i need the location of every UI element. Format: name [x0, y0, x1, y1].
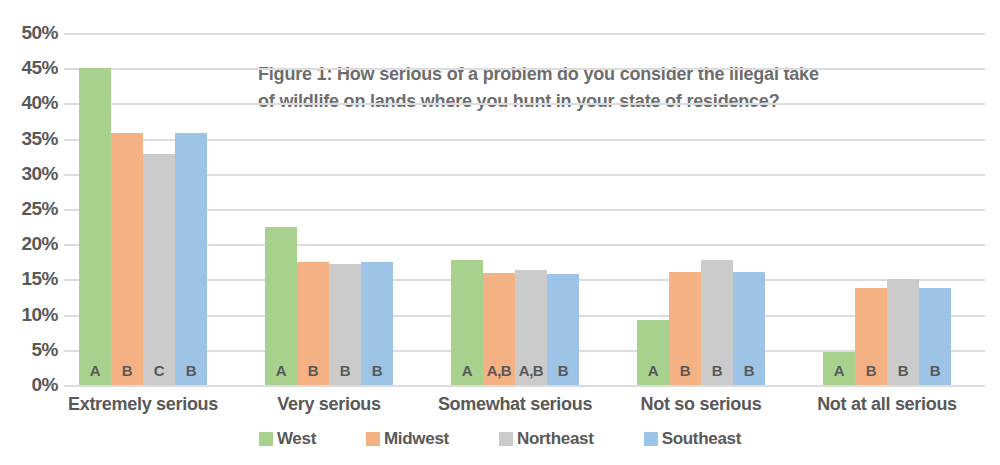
- y-axis-tick-label: 40%: [0, 93, 58, 113]
- bar-west: A: [265, 227, 297, 385]
- legend-label: Midwest: [384, 429, 449, 449]
- x-axis-category-label: Not so serious: [608, 394, 794, 415]
- bar-midwest: B: [669, 272, 701, 385]
- bar-midwest: B: [111, 133, 143, 385]
- bar-northeast: B: [701, 260, 733, 385]
- x-axis-category-label: Very serious: [236, 394, 422, 415]
- bar-west: A: [451, 260, 483, 385]
- bar-midwest: A,B: [483, 273, 515, 385]
- significance-letter: B: [547, 362, 579, 379]
- y-axis-tick-label: 45%: [0, 58, 58, 78]
- legend-label: Southeast: [662, 429, 741, 449]
- significance-letter: B: [329, 362, 361, 379]
- significance-letter: B: [111, 362, 143, 379]
- legend-swatch-icon: [499, 432, 513, 446]
- bar-southeast: B: [733, 272, 765, 385]
- bar-group-somewhat-serious: AA,BA,BB: [451, 33, 579, 385]
- y-axis-tick-label: 30%: [0, 164, 58, 184]
- significance-letter: B: [361, 362, 393, 379]
- legend-swatch-icon: [644, 432, 658, 446]
- significance-letter: A,B: [483, 362, 515, 379]
- significance-letter: B: [701, 362, 733, 379]
- legend-label: West: [277, 429, 316, 449]
- y-axis-tick-label: 35%: [0, 129, 58, 149]
- bar-midwest: B: [855, 288, 887, 385]
- bar-southeast: B: [361, 262, 393, 385]
- significance-letter: B: [855, 362, 887, 379]
- significance-letter: B: [733, 362, 765, 379]
- significance-letter: A: [823, 362, 855, 379]
- x-axis-category-label: Somewhat serious: [422, 394, 608, 415]
- bar-southeast: B: [547, 274, 579, 385]
- y-axis-tick-label: 5%: [0, 340, 58, 360]
- legend: West Midwest Northeast Southeast: [0, 429, 1000, 449]
- y-axis-tick-label: 25%: [0, 199, 58, 219]
- significance-letter: A,B: [515, 362, 547, 379]
- legend-item-midwest: Midwest: [366, 429, 449, 449]
- legend-item-northeast: Northeast: [499, 429, 594, 449]
- bar-group-extremely-serious: ABCB: [79, 33, 207, 385]
- significance-letter: A: [79, 362, 111, 379]
- y-axis-tick-label: 15%: [0, 269, 58, 289]
- bar-northeast: B: [887, 279, 919, 385]
- significance-letter: B: [887, 362, 919, 379]
- x-axis-category-label: Not at all serious: [794, 394, 980, 415]
- bar-west: A: [637, 320, 669, 385]
- significance-letter: B: [297, 362, 329, 379]
- bar-west: A: [79, 68, 111, 385]
- chart: Figure 1: How serious of a problem do yo…: [0, 0, 1000, 465]
- y-axis-tick-label: 20%: [0, 234, 58, 254]
- bar-northeast: A,B: [515, 270, 547, 385]
- legend-swatch-icon: [259, 432, 273, 446]
- legend-label: Northeast: [517, 429, 594, 449]
- bar-northeast: B: [329, 264, 361, 385]
- significance-letter: A: [265, 362, 297, 379]
- legend-item-west: West: [259, 429, 316, 449]
- bar-southeast: B: [175, 133, 207, 385]
- y-axis-tick-label: 0%: [0, 375, 58, 395]
- x-axis-category-label: Extremely serious: [50, 394, 236, 415]
- significance-letter: B: [175, 362, 207, 379]
- bar-northeast: C: [143, 154, 175, 385]
- gridline: [64, 385, 985, 387]
- bar-west: A: [823, 352, 855, 385]
- bar-midwest: B: [297, 262, 329, 385]
- legend-item-southeast: Southeast: [644, 429, 741, 449]
- significance-letter: A: [451, 362, 483, 379]
- bar-group-very-serious: ABBB: [265, 33, 393, 385]
- y-axis-tick-label: 10%: [0, 305, 58, 325]
- bar-group-not-at-all-serious: ABBB: [823, 33, 951, 385]
- bar-southeast: B: [919, 288, 951, 385]
- legend-swatch-icon: [366, 432, 380, 446]
- bar-group-not-so-serious: ABBB: [637, 33, 765, 385]
- significance-letter: B: [669, 362, 701, 379]
- significance-letter: A: [637, 362, 669, 379]
- significance-letter: B: [919, 362, 951, 379]
- y-axis-tick-label: 50%: [0, 23, 58, 43]
- significance-letter: C: [143, 362, 175, 379]
